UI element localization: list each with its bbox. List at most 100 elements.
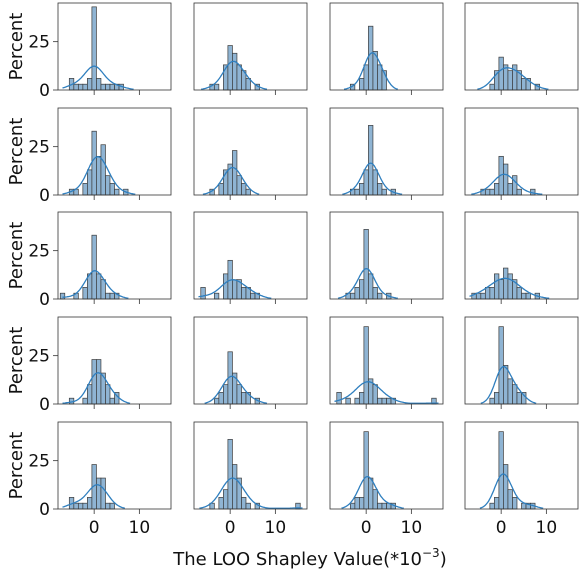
histogram-bar — [232, 150, 238, 196]
y-tick-label: 0 — [39, 290, 50, 310]
histogram-bar — [484, 188, 491, 196]
panel-frame — [57, 316, 172, 405]
histogram-bar — [105, 384, 111, 405]
histogram-bar — [200, 287, 206, 300]
histogram-bar — [105, 175, 111, 196]
histogram-bar — [521, 292, 527, 300]
histogram-bar — [354, 287, 360, 300]
panel-4-3 — [329, 316, 444, 409]
histogram-bar — [354, 397, 360, 405]
histogram-bar — [245, 188, 251, 196]
histogram-bar — [77, 83, 84, 91]
histogram-bar — [87, 384, 93, 405]
histogram-bar — [223, 489, 229, 510]
y-tick-label: 0 — [39, 81, 50, 101]
histogram-bar — [359, 279, 365, 300]
histogram-bar — [494, 392, 500, 405]
histogram-bar — [213, 292, 220, 300]
y-axis-label: Percent — [6, 432, 27, 500]
panel-frame — [57, 211, 172, 300]
panel-2-3 — [329, 107, 444, 200]
histogram-bar — [359, 183, 365, 196]
y-tick-label: 25 — [28, 452, 50, 472]
panel-3-3 — [329, 211, 444, 304]
histogram-bar — [218, 183, 224, 196]
histogram-bar — [507, 378, 513, 405]
x-tick-label: 10 — [265, 518, 287, 538]
histogram-bar — [250, 292, 256, 300]
histogram-bar — [377, 183, 383, 196]
kde-curve — [202, 166, 260, 195]
kde-curve — [62, 65, 134, 90]
histogram-bar — [363, 431, 369, 510]
histogram-bar — [516, 392, 522, 405]
kde-curve — [342, 162, 403, 195]
histogram-bar — [489, 83, 495, 91]
histogram-bar — [372, 384, 378, 405]
histogram-bar — [87, 78, 93, 91]
panel-frame — [193, 2, 308, 91]
histogram-bar — [82, 287, 88, 300]
histogram-bar — [213, 83, 220, 91]
histogram-bar — [377, 397, 383, 405]
histogram-bar — [377, 292, 383, 300]
histogram-bar — [507, 183, 513, 196]
histogram-bar — [354, 188, 360, 196]
y-axis-label: Percent — [6, 118, 27, 186]
histogram-bar — [494, 497, 500, 510]
panel-frame — [57, 107, 172, 196]
kde-curve — [334, 381, 439, 404]
y-axis-label: Percent — [6, 222, 27, 290]
histogram-bar — [96, 78, 102, 91]
panel-5-2: 0 10 — [193, 421, 308, 538]
histogram-bar — [345, 397, 351, 405]
histogram-bar — [372, 489, 378, 510]
histogram-bar — [512, 384, 518, 405]
histogram-bar — [494, 273, 500, 300]
panel-frame — [329, 211, 444, 300]
histogram-bar — [218, 392, 224, 405]
histogram-bar — [372, 169, 378, 196]
histogram-bar — [368, 273, 374, 300]
histogram-bar — [503, 163, 509, 196]
panel-4-4 — [464, 316, 579, 409]
kde-curve — [477, 67, 549, 90]
histogram-bar — [73, 502, 79, 510]
kde-curve — [469, 277, 550, 299]
panel-frame — [464, 2, 579, 91]
histogram-bar — [336, 392, 342, 405]
histogram-bar — [521, 78, 527, 91]
histogram-bar — [227, 45, 233, 91]
histogram-bar — [223, 273, 229, 300]
histogram-bar — [96, 273, 102, 300]
panel-1-4 — [464, 2, 579, 95]
x-tick-label: 10 — [129, 518, 151, 538]
histogram-bar — [82, 397, 88, 405]
histogram-bar — [368, 25, 374, 91]
panel-frame — [329, 421, 444, 510]
histogram-bar — [381, 397, 387, 405]
histogram-bar — [96, 477, 102, 510]
histogram-bar — [489, 287, 495, 300]
y-axis-label: Percent — [6, 13, 27, 81]
y-axis-label: Percent — [6, 327, 27, 395]
histogram-bar — [354, 497, 360, 510]
histogram-bar — [377, 64, 383, 91]
panel-frame — [193, 107, 308, 196]
histogram-bar — [503, 464, 509, 510]
kde-curve — [62, 156, 136, 195]
kde-curve — [198, 279, 272, 299]
histogram-bar — [109, 502, 115, 510]
x-tick-label: 0 — [361, 518, 372, 538]
x-axis-label-exponent: −3 — [422, 546, 440, 560]
histogram-bar — [349, 292, 356, 300]
histogram-bar — [109, 83, 115, 91]
histogram-bar — [105, 502, 111, 510]
histogram-bar — [349, 502, 356, 510]
panel-frame — [57, 421, 172, 510]
histogram-bar — [232, 52, 238, 91]
